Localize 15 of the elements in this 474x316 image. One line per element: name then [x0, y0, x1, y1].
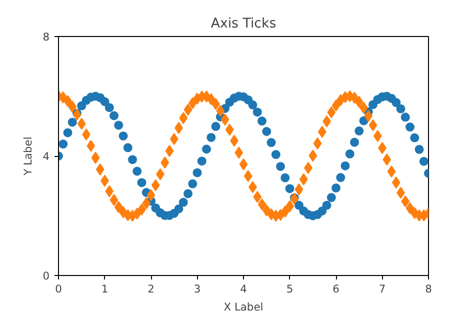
x-tick-label: 1 — [101, 282, 108, 296]
x-tick-label: 0 — [55, 282, 62, 296]
x-tick-label: 6 — [332, 282, 340, 296]
y-tick-label: 8 — [42, 30, 50, 44]
x-axis-title: X Label — [224, 300, 264, 314]
x-tick-label: 2 — [148, 282, 154, 296]
x-tick-label: 8 — [425, 282, 432, 296]
x-tick-label: 4 — [240, 282, 248, 296]
x-tick-label: 5 — [286, 282, 294, 296]
y-tick-label: 0 — [42, 270, 50, 282]
y-tick-label: 4 — [42, 150, 50, 163]
x-tick-label: 7 — [378, 282, 386, 296]
x-tick-label: 3 — [194, 282, 201, 296]
y-axis-title: Y Label — [22, 136, 35, 176]
chart-title: Axis Ticks — [210, 16, 276, 32]
